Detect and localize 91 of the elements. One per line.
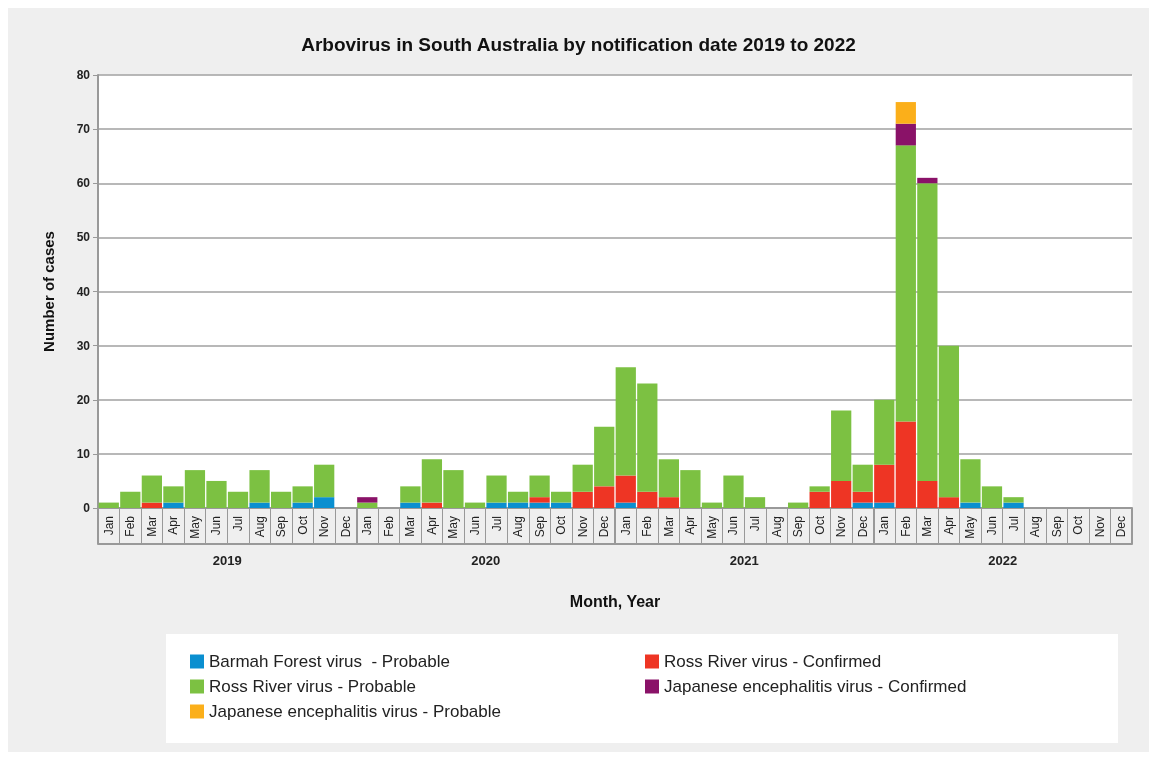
- y-tick-label: 10: [76, 446, 91, 461]
- bar: [895, 123, 916, 146]
- x-tick-label: Jun: [984, 516, 999, 536]
- x-tick-label: Mar: [403, 516, 418, 537]
- bar: [357, 497, 378, 503]
- x-tick-label: Jan: [877, 516, 892, 536]
- x-tick-label: Apr: [424, 516, 439, 535]
- x-tick-label: Jul: [231, 516, 246, 532]
- x-tick-label: Oct: [554, 515, 569, 535]
- text: 2021: [729, 553, 759, 568]
- x-tick-label: Jul: [748, 516, 763, 532]
- legend-label: Ross River virus - Probable: [209, 677, 416, 696]
- bar: [917, 177, 938, 184]
- x-tick-label: May: [704, 516, 719, 539]
- x-tick-label: Apr: [941, 516, 956, 535]
- bar: [831, 410, 852, 481]
- y-tick-label: 70: [76, 122, 91, 137]
- x-tick-label: Mar: [661, 516, 676, 537]
- y-tick-label: 50: [76, 230, 91, 245]
- bar: [421, 502, 443, 508]
- text: 2019: [212, 553, 242, 568]
- x-tick-label: Nov: [834, 516, 849, 538]
- legend-label: Japanese encephalitis virus - Confirmed: [664, 677, 967, 696]
- x-tick-label: Sep: [791, 515, 806, 538]
- x-tick-label: Sep: [532, 515, 547, 538]
- y-tick-label: 40: [76, 284, 91, 299]
- x-tick-label: Feb: [123, 515, 138, 537]
- x-tick-label: Jan: [360, 516, 375, 536]
- x-tick-label: Oct: [1071, 515, 1086, 535]
- x-tick-label: Aug: [769, 516, 784, 538]
- y-tick-label: 20: [76, 392, 91, 407]
- y-tick-label: 60: [76, 176, 91, 191]
- x-tick-label: Nov: [1092, 516, 1107, 538]
- bar: [938, 497, 960, 508]
- bar: [658, 497, 679, 508]
- x-tick-label: Mar: [144, 516, 159, 537]
- text: 2022: [988, 553, 1018, 568]
- bar: [400, 502, 421, 508]
- legend-label: Ross River virus - Confirmed: [664, 652, 882, 671]
- bar: [895, 102, 916, 124]
- x-tick-label: Feb: [640, 515, 655, 537]
- x-tick-label: May: [446, 516, 461, 539]
- x-tick-label: Feb: [381, 515, 396, 537]
- x-tick-label: Jun: [726, 516, 741, 536]
- x-tick-label: Apr: [683, 516, 698, 535]
- x-tick-label: Oct: [812, 515, 827, 535]
- x-tick-label: Jan: [618, 516, 633, 536]
- x-tick-label: Dec: [338, 516, 353, 538]
- y-tick-label: 30: [76, 338, 91, 353]
- bar: [163, 502, 184, 508]
- bar: [357, 502, 378, 508]
- legend-label: Japanese encephalitis virus - Probable: [209, 702, 502, 721]
- x-tick-label: Jun: [467, 516, 482, 536]
- bar: [787, 502, 809, 508]
- x-tick-label: May: [187, 516, 202, 539]
- x-tick-label: Dec: [1114, 516, 1129, 538]
- x-tick-label: Jul: [1006, 516, 1021, 532]
- y-axis-title: Number of cases: [40, 231, 57, 352]
- x-tick-label: Apr: [166, 516, 181, 535]
- bar: [529, 497, 550, 503]
- x-tick-label: Aug: [252, 516, 267, 538]
- x-tick-label: Jan: [101, 516, 116, 536]
- x-tick-label: Feb: [898, 515, 913, 537]
- x-tick-label: Mar: [920, 516, 935, 537]
- x-tick-label: Dec: [597, 516, 612, 538]
- bar: [1003, 502, 1024, 508]
- x-tick-label: May: [963, 516, 978, 539]
- x-tick-label: Jul: [489, 516, 504, 532]
- y-tick-label: 80: [76, 68, 91, 82]
- bar: [141, 502, 162, 508]
- bar: [400, 486, 421, 503]
- x-tick-label: Nov: [575, 516, 590, 538]
- chart-title: Arbovirus in South Australia by notification date 2019 to 2022: [301, 34, 856, 55]
- x-axis-title: Month, Year: [569, 592, 661, 610]
- x-tick-label: Dec: [855, 516, 870, 538]
- bar: [249, 502, 270, 508]
- legend-label: Barmah Forest virus - Probable: [209, 652, 450, 671]
- x-tick-label: Aug: [511, 516, 526, 538]
- bar: [874, 399, 895, 465]
- x-tick-label: Aug: [1028, 516, 1043, 538]
- x-tick-label: Sep: [274, 515, 289, 538]
- x-tick-label: Jun: [209, 516, 224, 536]
- bar: [809, 486, 830, 492]
- text: 2020: [471, 553, 501, 568]
- x-tick-label: Sep: [1049, 515, 1064, 538]
- x-tick-label: Nov: [317, 516, 332, 538]
- x-tick-label: Oct: [295, 515, 310, 535]
- bar: [960, 502, 981, 508]
- bar: [615, 502, 636, 508]
- bar: [852, 464, 873, 492]
- y-tick-label: 0: [83, 501, 91, 515]
